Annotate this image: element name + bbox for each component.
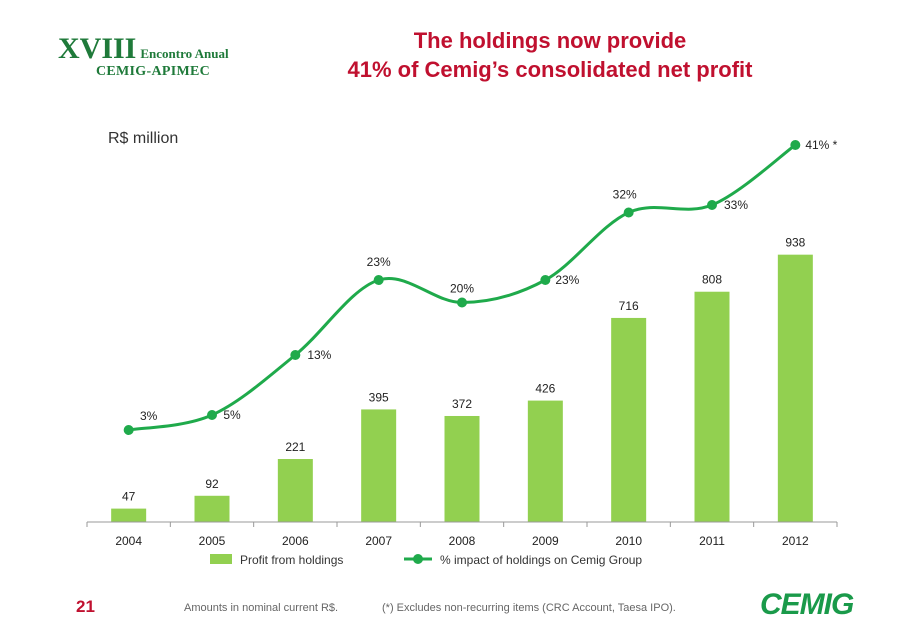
bar-2006: [277, 459, 313, 522]
bar-value-label: 808: [702, 273, 722, 287]
percent-value-label: 13%: [307, 348, 331, 362]
bar-value-label: 47: [122, 490, 136, 504]
bar-2012: [777, 254, 813, 523]
percent-point: [540, 275, 551, 285]
event-logo: XVIII Encontro Anual CEMIG-APIMEC: [58, 32, 229, 80]
percent-value-label: 33%: [724, 198, 748, 212]
percent-value-label: 32%: [613, 188, 637, 202]
bar-value-label: 716: [619, 299, 639, 313]
legend-bar-swatch: [210, 554, 232, 564]
bar-2007: [361, 409, 397, 522]
cemig-logo: CEMIG: [760, 588, 854, 621]
title-line-1: The holdings now provide: [413, 28, 687, 53]
percent-value-label: 23%: [367, 255, 391, 269]
percent-point: [457, 297, 467, 308]
legend-line-marker: [413, 554, 423, 564]
bar-2009: [527, 400, 563, 522]
x-tick-label: 2010: [615, 534, 642, 548]
bar-2005: [194, 495, 230, 522]
legend: Profit from holdings % impact of holding…: [210, 553, 642, 567]
percent-point: [623, 207, 634, 218]
bar-2010: [611, 317, 647, 522]
x-tick-label: 2007: [365, 534, 392, 548]
percent-point: [707, 200, 717, 210]
bar-2004: [111, 508, 147, 522]
bar-2008: [444, 415, 480, 522]
logo-roman-numeral: XVIII: [58, 32, 137, 65]
logo-organization: CEMIG-APIMEC: [96, 64, 211, 79]
x-tick-label: 2008: [449, 534, 476, 548]
x-tick-label: 2011: [699, 534, 725, 548]
bar-2011: [694, 291, 730, 522]
legend-line-label: % impact of holdings on Cemig Group: [440, 553, 642, 567]
unit-label: R$ million: [108, 130, 179, 147]
percent-value-label: 3%: [140, 409, 158, 423]
footnote-amounts: Amounts in nominal current R$.: [184, 602, 339, 614]
bar-value-label: 92: [205, 477, 219, 491]
percent-point: [123, 425, 134, 435]
percent-point: [290, 350, 301, 360]
title-line-2: 41% of Cemig’s consolidated net profit: [347, 57, 753, 82]
percent-point: [207, 410, 217, 420]
percent-value-label: 20%: [450, 282, 474, 296]
footnote-excludes: (*) Excludes non-recurring items (CRC Ac…: [382, 602, 676, 614]
percent-point: [790, 140, 801, 150]
bar-value-label: 372: [452, 397, 472, 411]
legend-bar-label: Profit from holdings: [240, 553, 343, 567]
percent-value-label: 23%: [555, 273, 579, 287]
bar-value-label: 426: [535, 382, 555, 396]
bar-value-label: 395: [369, 390, 389, 404]
page-number: 21: [76, 597, 95, 616]
percent-value-label: 41% *: [805, 138, 837, 152]
percent-value-label: 5%: [223, 408, 241, 422]
x-tick-label: 2006: [282, 534, 309, 548]
slide-title: The holdings now provide 41% of Cemig’s …: [250, 26, 850, 84]
bar-value-label: 221: [285, 440, 305, 454]
x-tick-label: 2012: [782, 534, 809, 548]
x-tick-label: 2005: [199, 534, 226, 548]
x-tick-label: 2009: [532, 534, 559, 548]
bar-value-label: 938: [785, 236, 805, 250]
x-tick-label: 2004: [115, 534, 142, 548]
logo-event-name: Encontro Anual: [140, 46, 229, 61]
percent-point: [373, 275, 384, 285]
